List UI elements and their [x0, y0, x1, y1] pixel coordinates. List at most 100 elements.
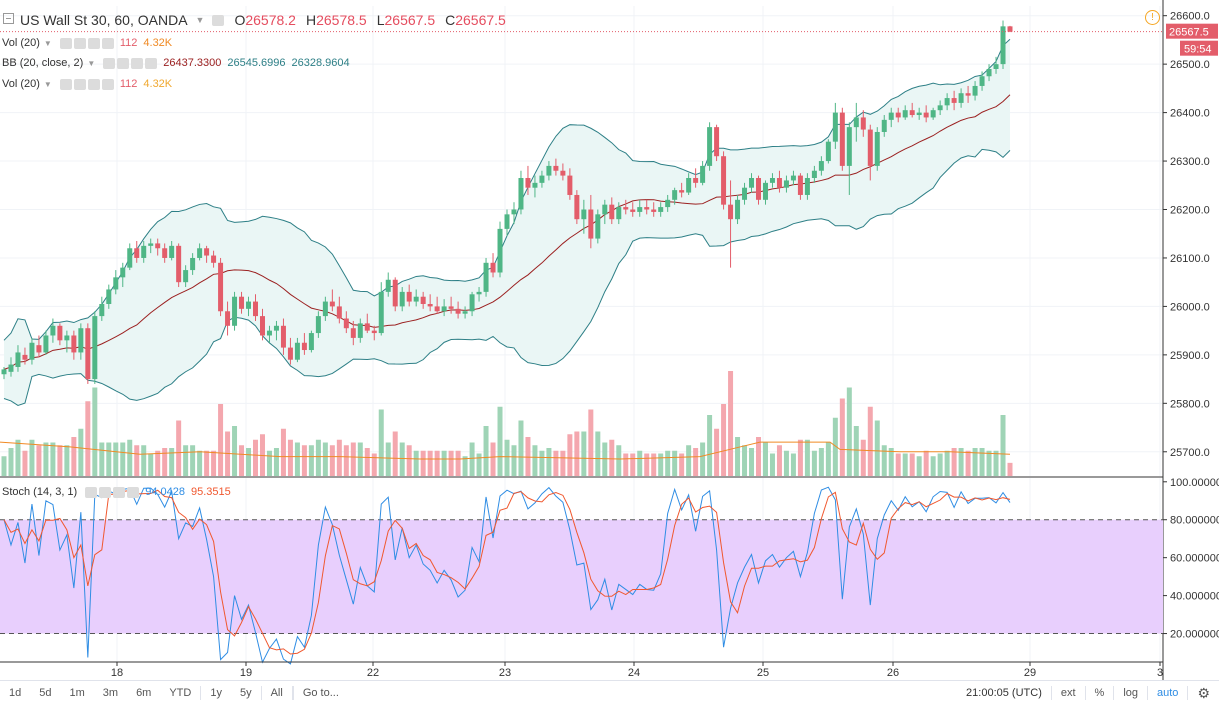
volume-bar: [92, 387, 98, 476]
volume-bar: [441, 450, 447, 476]
chevron-down-icon[interactable]: ▼: [195, 15, 205, 25]
legend-controls[interactable]: [103, 57, 158, 69]
candle: [916, 112, 922, 116]
legend-controls[interactable]: [59, 37, 114, 49]
range-button-ytd[interactable]: YTD: [169, 687, 192, 699]
candle: [232, 296, 238, 326]
vol-value: 112: [119, 37, 138, 49]
volume-bar: [85, 401, 91, 476]
volume-bar: [113, 442, 119, 476]
vol-ma-value: 4.32K: [143, 78, 173, 90]
symbol-controls[interactable]: [212, 14, 225, 26]
range-button-6m[interactable]: 6m: [136, 687, 152, 699]
candle: [462, 311, 468, 314]
time-tick-label: 29: [1024, 667, 1036, 679]
low-value: 26567.5: [384, 12, 436, 28]
candle: [225, 311, 231, 326]
volume-bar: [616, 445, 622, 476]
auto-button[interactable]: auto: [1157, 687, 1179, 699]
volume-bar: [532, 445, 538, 476]
volume-bar: [735, 437, 741, 476]
candle: [665, 199, 671, 208]
legend-controls[interactable]: [59, 78, 114, 90]
candle: [246, 301, 252, 309]
candle: [762, 182, 768, 200]
volume-bar: [190, 445, 196, 476]
divider: [292, 686, 294, 700]
volume-bar: [539, 450, 545, 476]
legend-bb[interactable]: BB (20, close, 2) ▼ 26437.3300 26545.699…: [2, 57, 350, 69]
volume-bar: [57, 445, 63, 476]
bb-lower-line: [3, 148, 1011, 407]
percent-button[interactable]: %: [1094, 687, 1105, 699]
range-button-1m[interactable]: 1m: [69, 687, 85, 699]
candle: [434, 306, 440, 312]
divider: [260, 686, 262, 700]
volume-bar: [679, 453, 685, 476]
candle: [651, 209, 657, 212]
candle: [218, 262, 224, 312]
chevron-down-icon[interactable]: ▼: [43, 79, 52, 89]
volume-bar: [672, 450, 678, 476]
volume-bar: [881, 445, 887, 476]
candle: [776, 178, 782, 188]
volume-bar: [253, 439, 258, 476]
candle: [483, 262, 489, 292]
candle: [867, 129, 873, 166]
candle: [113, 277, 119, 290]
range-button-1d[interactable]: 1d: [9, 687, 22, 699]
candle: [546, 165, 552, 176]
volume-bar: [378, 409, 384, 476]
volume-bar: [43, 442, 49, 476]
chevron-down-icon[interactable]: ▼: [43, 38, 52, 48]
candle: [413, 296, 419, 302]
settings-gear-icon[interactable]: ⚙: [1197, 684, 1210, 701]
volume-bar: [972, 448, 978, 476]
candle: [553, 165, 559, 171]
candle: [993, 64, 999, 69]
candle: [979, 76, 985, 86]
volume-bar: [658, 453, 664, 476]
range-button-5d[interactable]: 5d: [39, 687, 52, 699]
candle: [385, 279, 391, 292]
candle: [874, 131, 880, 166]
range-button-all[interactable]: All: [270, 687, 283, 699]
chevron-down-icon[interactable]: ▼: [87, 58, 96, 68]
log-button[interactable]: log: [1123, 687, 1139, 699]
ext-button[interactable]: ext: [1060, 687, 1076, 699]
legend-vol-1[interactable]: Vol (20) ▼ 112 4.32K: [2, 37, 173, 49]
candle: [986, 68, 992, 77]
volume-ma-line: [0, 441, 1011, 460]
high-value: 26578.5: [316, 12, 367, 28]
candle: [22, 354, 28, 360]
goto-button[interactable]: Go to...: [302, 687, 339, 699]
candle: [825, 141, 831, 162]
candle: [406, 291, 412, 302]
candle: [630, 209, 636, 212]
volume-bar: [993, 450, 999, 476]
candle: [539, 175, 545, 183]
legend-stoch[interactable]: Stoch (14, 3, 1) 94.0428 95.3515: [2, 486, 231, 498]
candle: [574, 194, 580, 220]
volume-bar: [686, 445, 692, 476]
volume-bar: [322, 442, 328, 476]
candle: [50, 325, 56, 336]
candle: [930, 110, 936, 118]
candle: [29, 342, 35, 360]
volume-bar: [273, 448, 279, 476]
range-button-3m[interactable]: 3m: [102, 687, 119, 699]
stoch-d-value: 95.3515: [190, 486, 231, 498]
range-button-5y[interactable]: 5y: [239, 687, 252, 699]
candle: [476, 291, 482, 295]
bb-basis-line: [3, 94, 1011, 370]
volume-bar: [483, 426, 489, 476]
candle: [469, 294, 475, 312]
range-button-1y[interactable]: 1y: [210, 687, 222, 699]
legend-controls[interactable]: [85, 486, 140, 498]
legend-vol-2[interactable]: Vol (20) ▼ 112 4.32K: [2, 78, 173, 90]
collapse-legend-icon[interactable]: [3, 13, 14, 24]
alert-icon[interactable]: !: [1145, 10, 1160, 25]
volume-bar: [155, 450, 161, 476]
candle: [902, 110, 908, 118]
